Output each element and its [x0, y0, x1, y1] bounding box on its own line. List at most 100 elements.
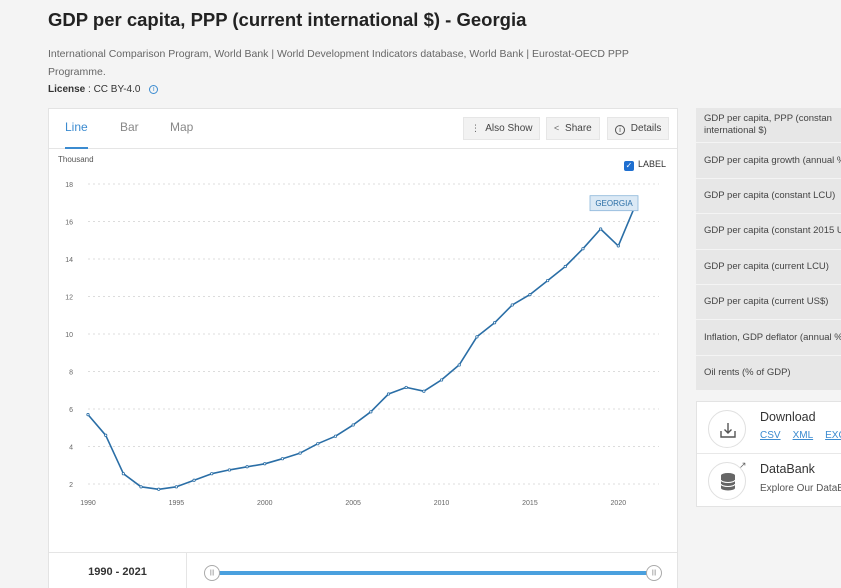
x-tick-label: 1990: [80, 500, 96, 507]
download-xml-link[interactable]: XML: [792, 430, 814, 441]
indicator-item[interactable]: GDP per capita (current US$): [696, 285, 841, 321]
x-tick-label: 1995: [169, 500, 185, 507]
databank-subtitle: Explore Our DataBank: [760, 483, 841, 494]
info-icon[interactable]: i: [149, 85, 159, 94]
database-icon: [708, 462, 746, 500]
indicator-item[interactable]: GDP per capita growth (annual %): [696, 143, 841, 179]
download-icon[interactable]: [708, 410, 746, 448]
license-label: License: [48, 84, 86, 95]
series-label: GEORGIA: [595, 199, 633, 208]
share-label: Share: [565, 123, 592, 134]
indicator-first-line2: international $): [704, 125, 767, 137]
indicator-item[interactable]: Inflation, GDP deflator (annual %): [696, 320, 841, 356]
label-toggle[interactable]: ✓ LABEL: [624, 159, 666, 171]
x-tick-label: 2000: [257, 500, 273, 507]
share-button[interactable]: < Share: [546, 117, 600, 140]
share-icon: <: [554, 123, 560, 133]
chart-tabs: Line Bar Map ⋮ Also Show < Share i Detai…: [49, 109, 677, 149]
download-excel-link[interactable]: EXCEL: [825, 430, 841, 441]
y-unit-label: Thousand: [58, 155, 94, 164]
indicator-item[interactable]: Oil rents (% of GDP): [696, 356, 841, 391]
download-row: Download CSV XML EXCEL: [697, 402, 841, 454]
indicator-item[interactable]: GDP per capita (constant LCU): [696, 179, 841, 215]
data-point: [174, 485, 178, 489]
indicator-item[interactable]: GDP per capita, PPP (constan internation…: [696, 108, 841, 144]
data-point: [386, 392, 391, 396]
y-tick-label: 16: [65, 220, 73, 227]
y-tick-label: 8: [69, 370, 73, 377]
databank-row[interactable]: ↗ DataBank Explore Our DataBank: [697, 454, 841, 506]
year-range-slider: 1990 - 2021 ||| |||: [49, 552, 677, 588]
details-button[interactable]: i Details: [607, 117, 670, 140]
slider-track[interactable]: [211, 571, 653, 575]
y-tick-label: 4: [69, 445, 73, 452]
data-point: [616, 244, 620, 248]
source-text: International Comparison Program, World …: [48, 48, 629, 78]
also-show-label: Also Show: [485, 123, 533, 134]
download-title: Download: [760, 410, 816, 424]
data-point: [210, 472, 214, 476]
tab-map[interactable]: Map: [170, 120, 194, 134]
data-point: [316, 442, 320, 446]
x-tick-label: 2015: [522, 500, 538, 507]
y-tick-label: 12: [65, 295, 73, 302]
chart-panel: Line Bar Map ⋮ Also Show < Share i Detai…: [48, 108, 678, 588]
data-point: [599, 227, 603, 231]
data-point: [457, 363, 461, 367]
y-tick-label: 6: [69, 407, 73, 414]
databank-title: DataBank: [760, 462, 815, 476]
data-point: [280, 457, 285, 461]
y-tick-label: 14: [65, 257, 73, 264]
data-point: [298, 451, 302, 455]
data-point: [121, 472, 125, 476]
indicator-first-line1: GDP per capita, PPP (constan: [704, 113, 832, 125]
data-point: [581, 247, 585, 251]
y-tick-label: 2: [69, 482, 73, 489]
data-point: [369, 410, 373, 414]
range-label: 1990 - 2021: [49, 553, 187, 588]
data-point: [86, 413, 90, 417]
y-tick-label: 18: [65, 182, 73, 189]
data-point: [510, 303, 514, 307]
series-label-box: [589, 195, 639, 212]
data-point: [475, 335, 479, 339]
license: License : CC BY-4.0 i: [48, 84, 159, 95]
series-line: [87, 203, 637, 491]
data-point: [404, 385, 408, 390]
data-point: [157, 487, 161, 491]
download-csv-link[interactable]: CSV: [760, 430, 781, 441]
data-point: [227, 468, 232, 472]
data-point: [492, 321, 497, 325]
external-link-icon: ↗: [739, 460, 747, 470]
data-point: [245, 465, 249, 469]
y-tick-label: 10: [65, 332, 73, 339]
download-links: CSV XML EXCEL: [760, 430, 841, 441]
data-point: [546, 278, 550, 283]
slider-handle-end[interactable]: |||: [646, 565, 662, 581]
data-point: [333, 434, 338, 438]
also-show-button[interactable]: ⋮ Also Show: [463, 117, 541, 140]
indicator-first-text: GDP per capita, PPP (constan internation…: [704, 113, 832, 137]
checkbox-checked-icon[interactable]: ✓: [624, 161, 634, 171]
data-point: [263, 462, 267, 466]
x-tick-label: 2020: [611, 500, 627, 507]
related-indicators: GDP per capita, PPP (constan internation…: [696, 108, 841, 391]
data-point: [528, 293, 532, 297]
tab-bar[interactable]: Bar: [120, 120, 139, 134]
data-point: [439, 378, 444, 382]
data-point: [104, 433, 108, 437]
data-point: [351, 423, 355, 427]
page-title: GDP per capita, PPP (current internation…: [48, 9, 527, 30]
x-tick-label: 2005: [345, 500, 361, 507]
indicator-item[interactable]: GDP per capita (constant 2015 US$): [696, 214, 841, 250]
license-value: : CC BY-4.0: [88, 84, 141, 95]
download-panel: Download CSV XML EXCEL ↗ DataBank Explore …: [696, 401, 841, 507]
more-vertical-icon: ⋮: [471, 123, 480, 133]
slider-handle-start[interactable]: |||: [204, 565, 220, 581]
tab-line[interactable]: Line: [65, 109, 88, 149]
indicator-item[interactable]: GDP per capita (current LCU): [696, 250, 841, 285]
data-point: [422, 389, 426, 393]
line-chart: 2 4 6 8 10 12 14 16 18 1990 1995 2000 2005 2010 2015 20…: [65, 182, 659, 507]
info-circle-icon: i: [615, 125, 625, 135]
data-point: [139, 485, 143, 489]
